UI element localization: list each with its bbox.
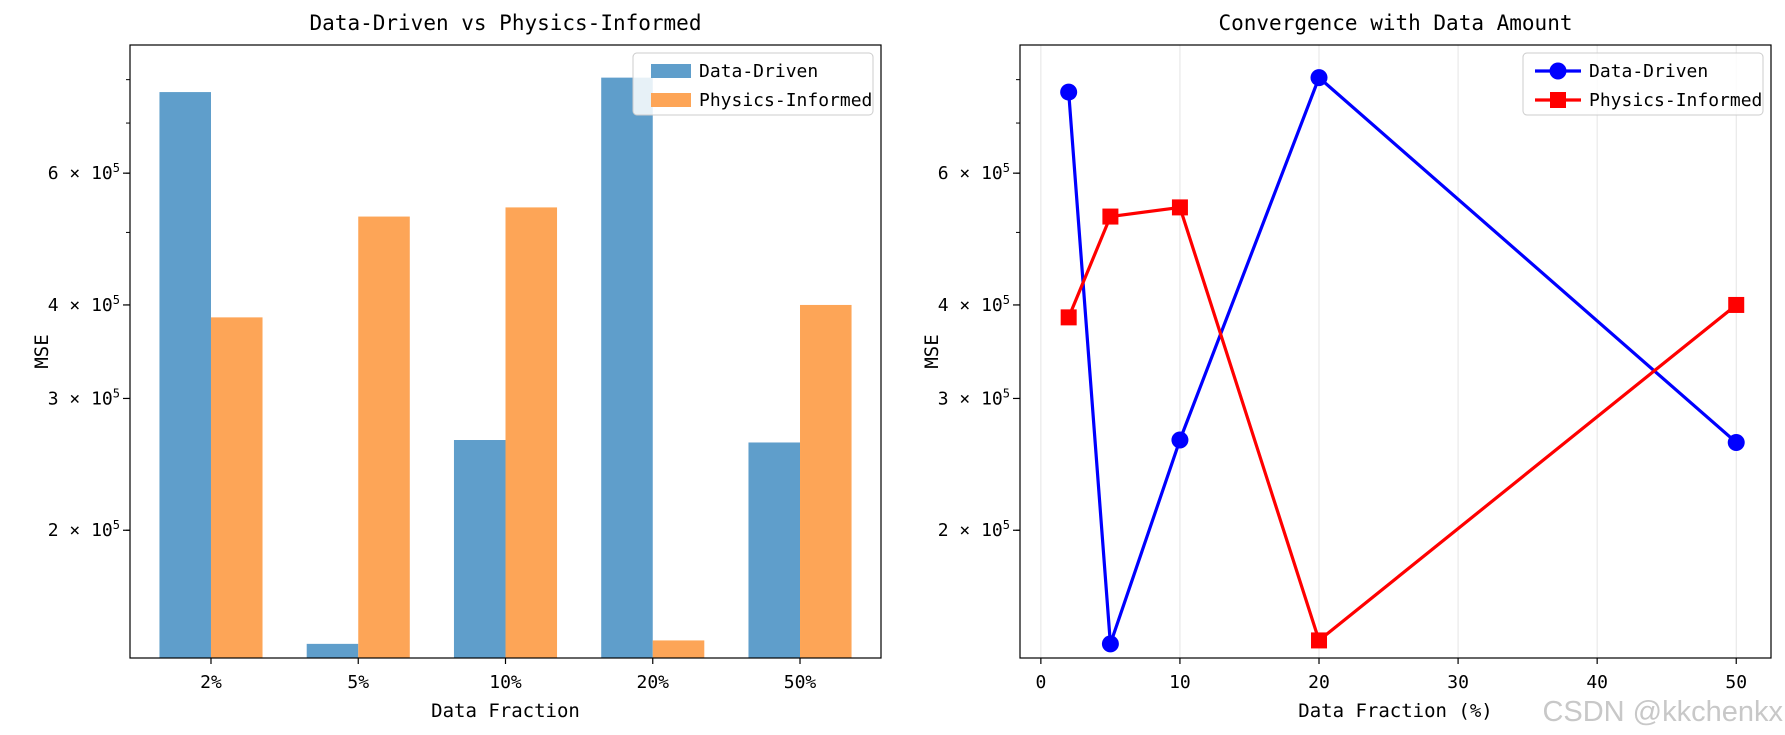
point-data-driven	[1171, 431, 1189, 449]
bar-data-driven	[306, 643, 359, 658]
x-tick-label: 0	[1035, 672, 1046, 693]
x-tick-label: 10%	[489, 672, 522, 693]
series-line-data-driven	[1067, 76, 1738, 646]
line-chart: 0 10 20 30 40 50 2 × 105 3 × 105 4 × 105 6 × 105 M…	[921, 11, 1772, 722]
point-data-driven	[1060, 83, 1078, 101]
point-physics-informed	[1102, 208, 1119, 225]
y-tick-label: 6 × 105	[48, 161, 120, 184]
y-axis-label: MSE	[921, 334, 943, 368]
bar-data-driven	[453, 440, 506, 658]
y-axis-label: MSE	[31, 334, 53, 368]
x-tick-label: 5%	[347, 672, 369, 693]
y-tick-label: 6 × 105	[938, 161, 1010, 184]
y-tick-label: 4 × 105	[48, 293, 120, 316]
legend-label: Physics-Informed	[699, 90, 872, 111]
point-data-driven	[1727, 433, 1745, 451]
bar-data-driven	[601, 77, 653, 658]
legend-label: Data-Driven	[699, 61, 818, 82]
x-tick-label: 30	[1447, 672, 1469, 693]
y-tick-label: 3 × 105	[48, 386, 120, 409]
bar-data-driven	[159, 92, 211, 659]
x-tick-label: 10	[1169, 672, 1191, 693]
legend-marker	[1549, 62, 1567, 80]
y-tick-label: 2 × 105	[938, 518, 1010, 541]
bar-physics-informed	[505, 207, 558, 658]
watermark: CSDN @kkchenkx	[1542, 696, 1783, 728]
bar-physics-informed	[210, 317, 263, 658]
legend-swatch	[651, 64, 691, 78]
x-tick-label: 20%	[636, 672, 669, 693]
x-tick-label: 50	[1725, 672, 1747, 693]
axes-frame	[1019, 44, 1772, 659]
axes-frame	[129, 44, 882, 659]
point-physics-informed	[1728, 296, 1745, 313]
y-tick-label: 4 × 105	[938, 293, 1010, 316]
x-tick-label: 50%	[784, 672, 817, 693]
point-physics-informed	[1311, 632, 1328, 649]
x-tick-label: 20	[1308, 672, 1330, 693]
bar-physics-informed	[652, 640, 705, 658]
chart-title: Data-Driven vs Physics-Informed	[310, 11, 702, 35]
x-tick-label: 2%	[200, 672, 222, 693]
chart-title: Convergence with Data Amount	[1218, 11, 1572, 35]
point-physics-informed	[1060, 309, 1077, 326]
legend-marker	[1550, 92, 1566, 108]
point-data-driven	[1310, 69, 1328, 87]
bar-data-driven	[748, 442, 801, 658]
point-physics-informed	[1171, 199, 1188, 216]
x-axis-label: Data Fraction	[431, 700, 580, 722]
legend-label: Data-Driven	[1589, 61, 1708, 82]
bar-physics-informed	[800, 304, 852, 658]
legend-box	[1522, 52, 1764, 116]
bar-physics-informed	[358, 216, 410, 658]
x-tick-label: 40	[1586, 672, 1608, 693]
y-tick-label: 3 × 105	[938, 386, 1010, 409]
bar-chart: 2% 5% 10% 20% 50% 2 × 105 3 × 105 4 × 105 6 × 10…	[31, 11, 882, 722]
series-line-physics-informed	[1067, 205, 1738, 643]
y-tick-label: 2 × 105	[48, 518, 120, 541]
legend-swatch	[651, 93, 691, 107]
x-axis-label: Data Fraction (%)	[1298, 700, 1492, 722]
legend-label: Physics-Informed	[1589, 90, 1762, 111]
legend-box	[632, 52, 874, 116]
point-data-driven	[1101, 635, 1119, 653]
